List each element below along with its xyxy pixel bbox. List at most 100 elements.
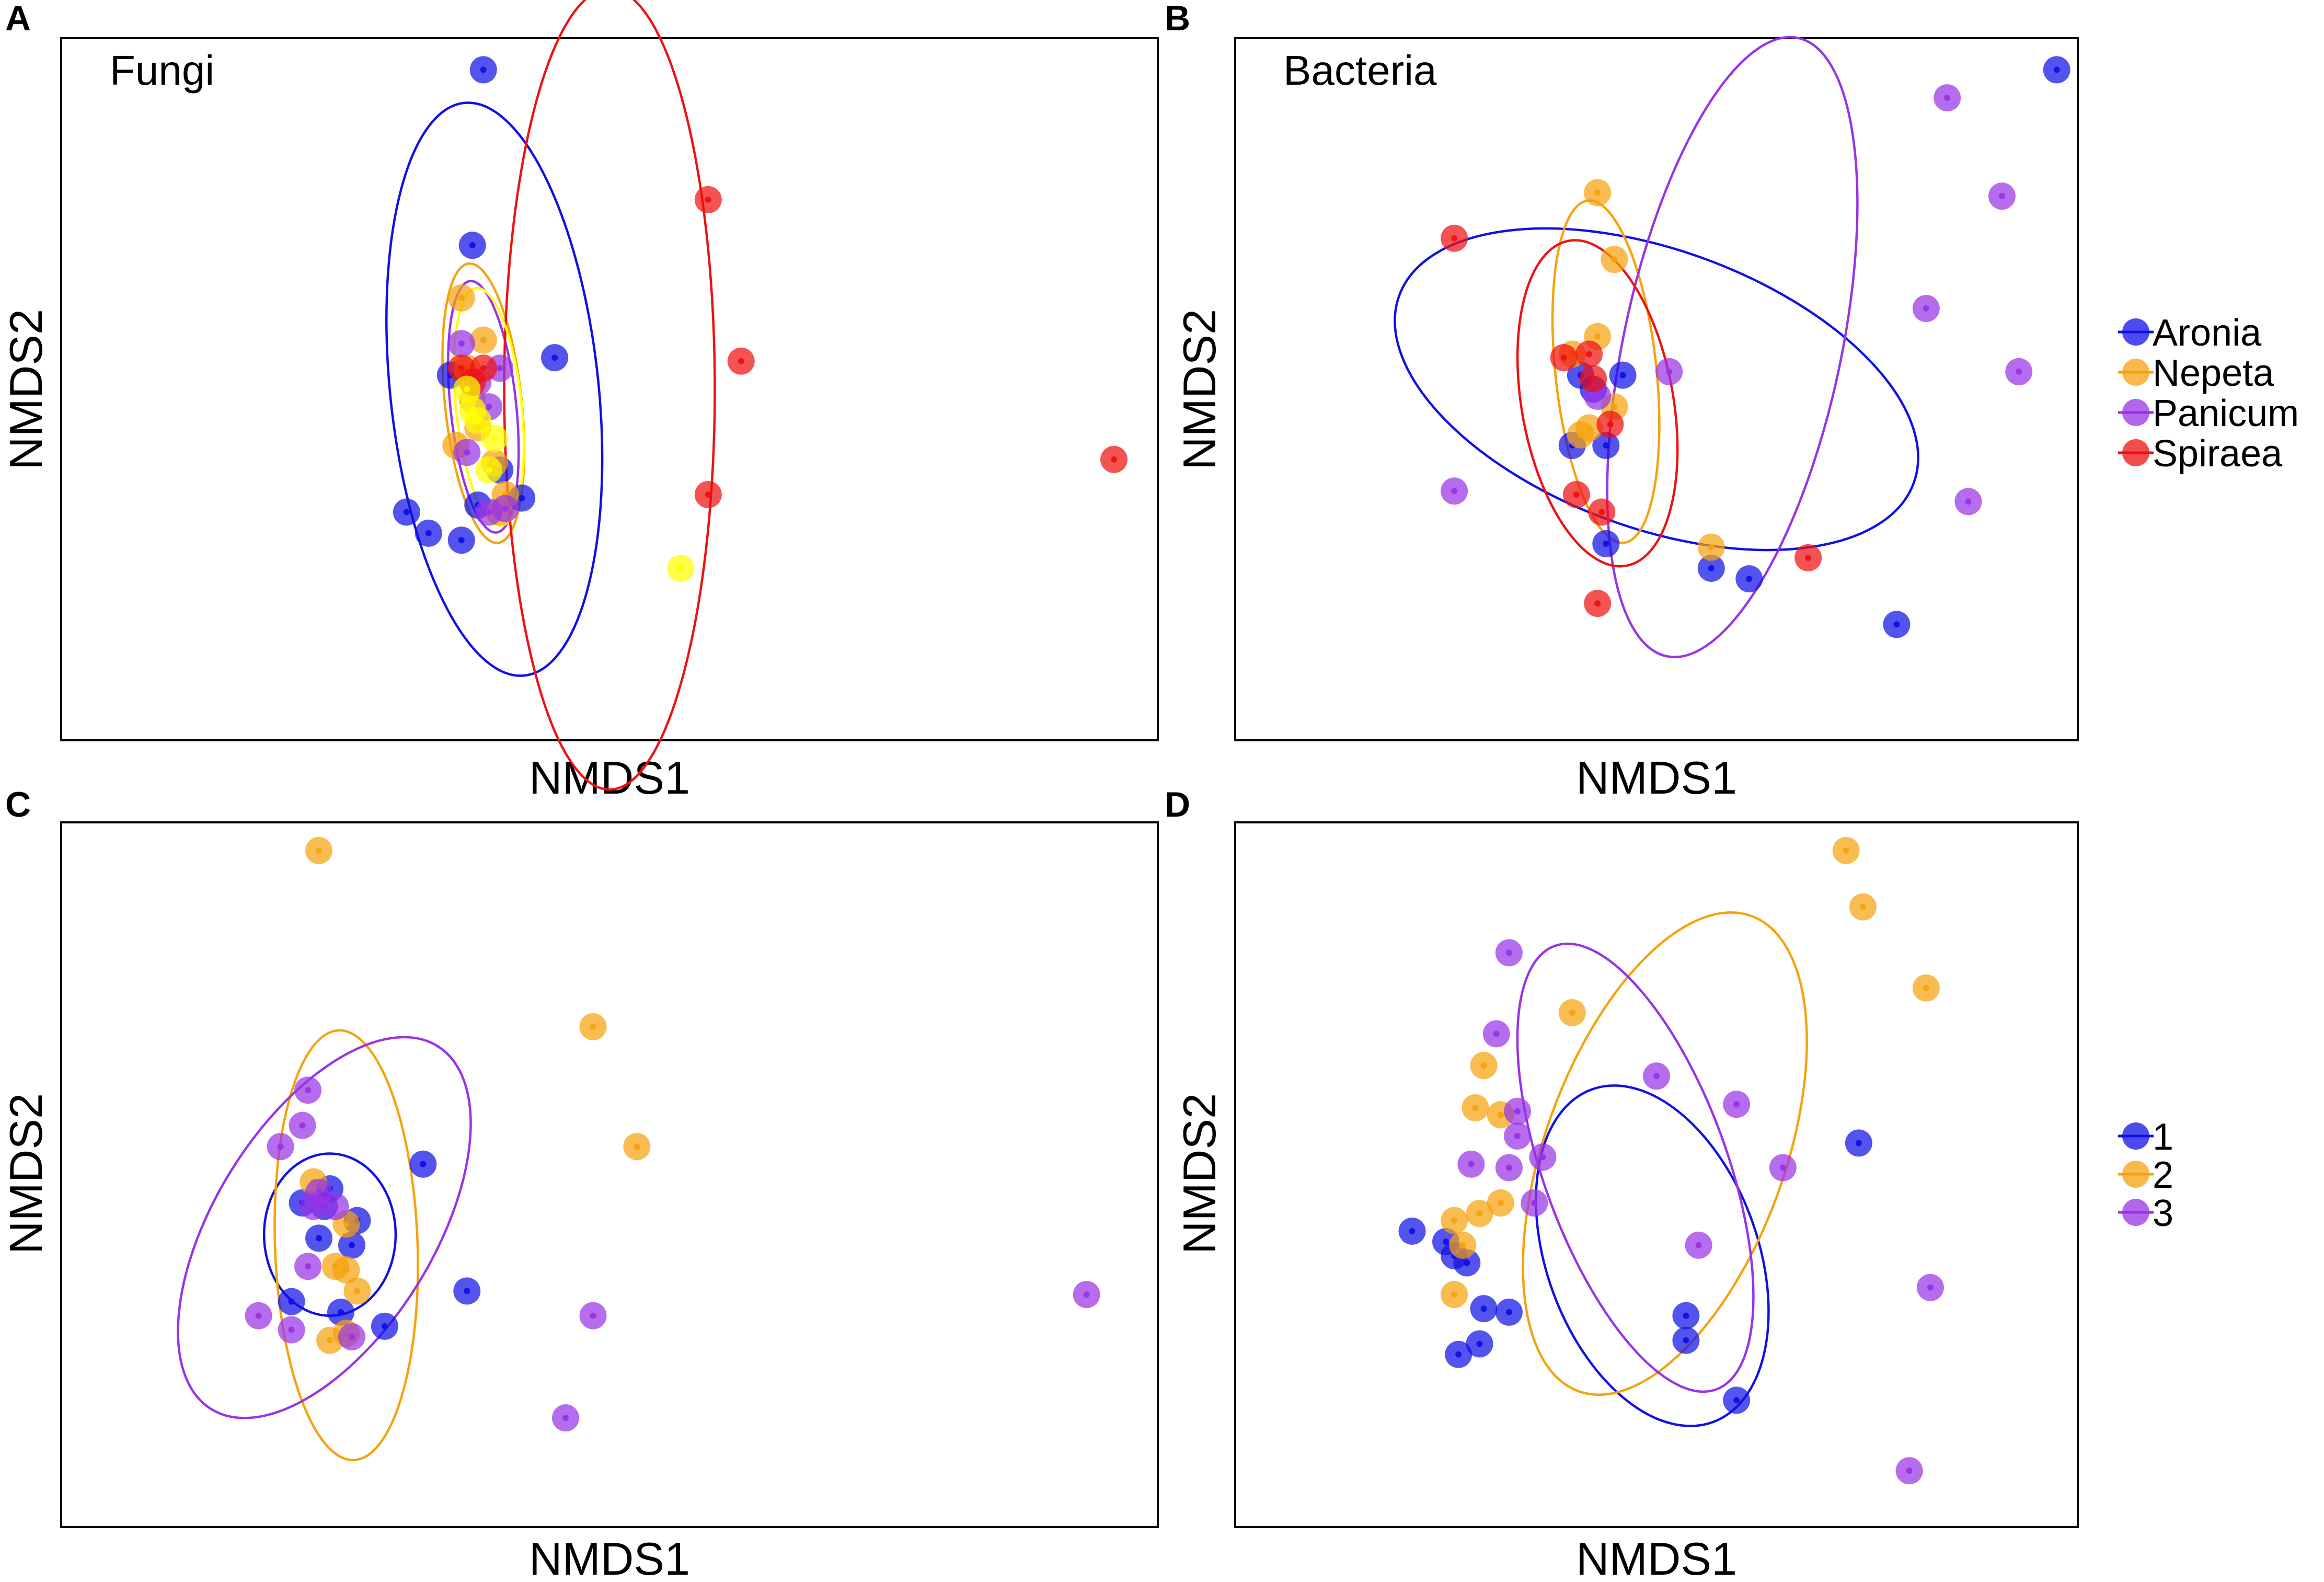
point-center <box>1603 442 1609 449</box>
point-center <box>1514 1108 1521 1115</box>
point-center <box>1594 600 1601 607</box>
data-point <box>667 554 695 582</box>
data-point <box>447 354 475 382</box>
point-center <box>1497 1199 1504 1206</box>
point-center <box>464 449 470 456</box>
x-axis-label: NMDS1 <box>529 1533 690 1582</box>
data-point <box>294 1076 322 1104</box>
data-point <box>1697 554 1725 582</box>
legend-item-1: 1 <box>2118 1116 2173 1158</box>
plot-frame <box>60 821 1159 1528</box>
data-point <box>1567 421 1594 449</box>
data-point <box>321 1253 349 1280</box>
point-center <box>551 354 558 361</box>
data-point <box>1584 179 1612 207</box>
point-center <box>1459 1242 1466 1248</box>
point-center <box>255 1312 262 1319</box>
data-point <box>447 526 475 554</box>
data-point <box>1449 1231 1477 1259</box>
point-center <box>1594 333 1601 340</box>
data-point <box>1845 1129 1872 1157</box>
data-point <box>327 1298 354 1326</box>
point-center <box>1497 1111 1504 1118</box>
legend-item-spiraea: Spiraea <box>2118 433 2283 475</box>
data-point <box>1470 1052 1498 1080</box>
data-point <box>623 1133 651 1161</box>
legend-label: Aronia <box>2153 312 2262 354</box>
point-center <box>1683 1337 1689 1344</box>
data-point <box>1521 1189 1548 1217</box>
panel-c: C NMDS1 NMDS2 <box>0 785 1159 1582</box>
data-point <box>1723 1091 1751 1118</box>
data-point <box>491 495 519 522</box>
point-center <box>1598 509 1605 515</box>
point-center <box>486 466 492 473</box>
point-center <box>1480 1062 1487 1069</box>
point-center <box>1505 949 1512 956</box>
data-point <box>458 396 486 424</box>
point-layer <box>393 56 1128 582</box>
data-point <box>1697 533 1725 561</box>
data-point <box>579 1013 607 1040</box>
data-point <box>447 284 475 312</box>
confidence-ellipse-spiraea <box>503 0 716 791</box>
legend-marker <box>2122 399 2149 426</box>
point-center <box>288 1326 295 1333</box>
data-point <box>1445 1340 1472 1368</box>
point-center <box>1451 235 1458 242</box>
data-point <box>1558 999 1586 1026</box>
point-center <box>1476 1340 1483 1347</box>
legend-label: Spiraea <box>2153 433 2283 475</box>
point-center <box>425 530 432 536</box>
point-center <box>299 1122 306 1129</box>
data-point <box>1988 182 2016 210</box>
data-point <box>300 1193 327 1220</box>
x-axis-label: NMDS1 <box>1576 1533 1737 1582</box>
point-center <box>420 1161 427 1167</box>
data-point <box>1398 1217 1426 1245</box>
ellipse-layer <box>177 1029 472 1461</box>
confidence-ellipse-2 <box>1522 911 1808 1396</box>
data-point <box>1912 295 1940 323</box>
point-center <box>502 505 509 512</box>
data-point <box>453 375 481 403</box>
data-point <box>343 1277 371 1305</box>
point-center <box>2053 66 2060 73</box>
legend-label: 1 <box>2153 1116 2173 1158</box>
confidence-ellipse-3 <box>1516 942 1755 1393</box>
point-center <box>1514 1132 1521 1139</box>
legend-label: Panicum <box>2153 393 2299 434</box>
confidence-ellipse-spiraea <box>1516 239 1679 568</box>
panel-letter: D <box>1165 785 1190 824</box>
point-center <box>1695 1242 1702 1248</box>
point-center <box>1927 1284 1934 1291</box>
confidence-ellipse-panicum <box>446 280 520 534</box>
point-center <box>1531 1199 1538 1206</box>
point-center <box>486 509 492 515</box>
data-point <box>415 519 442 547</box>
legend-item-3: 3 <box>2118 1193 2173 1234</box>
point-center <box>343 1221 350 1228</box>
confidence-ellipse-2 <box>273 1029 419 1461</box>
point-center <box>1923 305 1929 312</box>
point-center <box>1476 1210 1483 1217</box>
point-center <box>1619 372 1626 379</box>
data-point <box>1504 1097 1532 1125</box>
data-point <box>1934 84 1961 112</box>
data-point <box>469 56 497 84</box>
panel-letter: A <box>5 0 31 38</box>
point-center <box>332 1263 339 1270</box>
data-point <box>1643 1062 1670 1090</box>
data-point <box>1482 1020 1510 1048</box>
panel-letter: C <box>5 785 31 824</box>
point-center <box>1893 621 1900 628</box>
point-center <box>1443 1239 1449 1245</box>
point-center <box>1083 1291 1090 1298</box>
plot-frame <box>1234 37 2079 741</box>
point-center <box>1708 565 1715 571</box>
data-point <box>1550 344 1578 372</box>
data-point <box>1580 365 1607 393</box>
data-point <box>393 498 420 526</box>
legend-item-2: 2 <box>2118 1154 2173 1196</box>
point-center <box>705 196 711 203</box>
